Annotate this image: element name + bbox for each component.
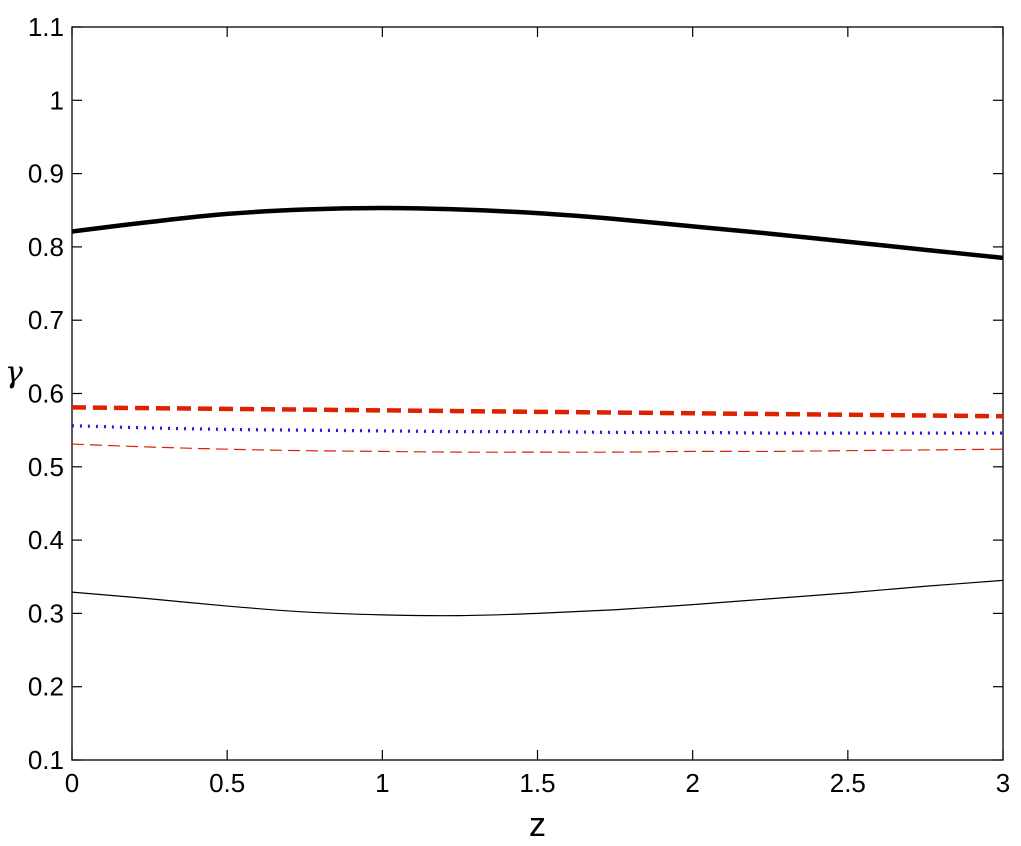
series-line-3: [71, 424, 1003, 435]
y-tick-label: 0.7: [28, 305, 64, 335]
y-tick-label: 0.1: [28, 745, 64, 775]
y-tick-label: 0.5: [28, 452, 64, 482]
series-layer: [71, 205, 1004, 617]
y-axis-label: γ: [5, 356, 23, 391]
x-tick-label: 2.5: [830, 768, 866, 798]
y-tick-label: 0.3: [28, 598, 64, 628]
x-tick-label: 1: [375, 768, 389, 798]
series-line-2: [71, 405, 1004, 419]
plot-area-border: [71, 26, 1004, 761]
series-line-1: [71, 205, 1004, 261]
y-tick-label: 0.6: [28, 379, 64, 409]
y-tick-label: 0.8: [28, 232, 64, 262]
y-tick-label: 1.1: [28, 12, 64, 42]
series-line-5: [71, 579, 1004, 617]
x-tick-label: 3: [996, 768, 1010, 798]
tick-marks: [71, 26, 1004, 761]
x-tick-label: 2: [685, 768, 699, 798]
x-axis-label: z: [529, 806, 546, 844]
y-tick-label: 0.2: [28, 672, 64, 702]
tick-labels: 0 0.5 1 1.5 2 2.5 3 0.1 0.2 0.3 0.4 0.5 0.6 0.7 0.8 0.9…: [28, 12, 1010, 798]
y-tick-label: 1: [50, 85, 64, 115]
y-tick-label: 0.4: [28, 525, 64, 555]
x-tick-label: 1.5: [519, 768, 555, 798]
series-line-4: [71, 443, 1004, 453]
y-tick-label: 0.9: [28, 159, 64, 189]
x-tick-label: 0: [65, 768, 79, 798]
x-tick-label: 0.5: [209, 768, 245, 798]
axes-frame: [71, 26, 1004, 761]
